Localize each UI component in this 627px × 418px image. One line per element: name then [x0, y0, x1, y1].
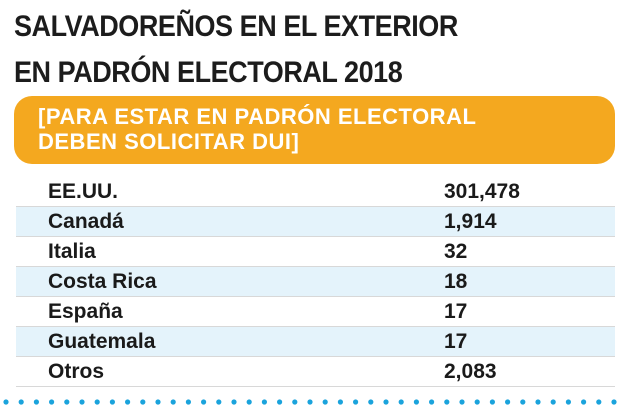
subtitle-banner: [PARA ESTAR EN PADRÓN ELECTORAL DEBEN SO…	[14, 96, 615, 164]
table-row: Guatemala 17	[16, 327, 615, 357]
country-label: Guatemala	[48, 330, 156, 353]
value-label: 17	[444, 330, 468, 353]
divider-dot	[489, 399, 495, 405]
divider-dot	[337, 399, 343, 405]
divider-dot	[18, 399, 24, 405]
divider-dot	[125, 399, 131, 405]
country-label: Canadá	[48, 210, 124, 233]
divider-dot	[33, 399, 40, 405]
divider-dot	[49, 399, 55, 405]
table-row: Canadá 1,914	[16, 207, 615, 237]
banner-line-1: [PARA ESTAR EN PADRÓN ELECTORAL	[38, 104, 477, 129]
divider-dot	[383, 399, 389, 405]
table-row: España 17	[16, 297, 615, 327]
table-row: Costa Rica 18	[16, 267, 615, 297]
banner-line-2: DEBEN SOLICITAR DUI]	[38, 129, 300, 154]
divider-dot	[185, 399, 191, 405]
divider-dot	[413, 399, 419, 405]
divider-dot	[261, 399, 267, 405]
divider-dot	[79, 399, 85, 405]
divider-dot	[611, 399, 617, 405]
divider-dot	[565, 399, 572, 405]
value-label: 32	[444, 240, 468, 263]
divider-dot	[307, 399, 313, 405]
divider-dot	[3, 399, 9, 405]
value-label: 301,478	[444, 180, 520, 203]
divider-dot	[520, 399, 526, 405]
country-label: Otros	[48, 360, 105, 383]
data-table: EE.UU. 301,478 Canadá 1,914 Italia 32 Costa Ri…	[16, 177, 615, 387]
divider-dot	[155, 399, 161, 405]
divider-dot	[596, 399, 602, 405]
divider-dot	[444, 399, 450, 405]
divider-dot	[64, 399, 70, 405]
divider-dot	[535, 399, 541, 405]
divider-dot	[231, 399, 237, 405]
country-label: Costa Rica	[48, 270, 157, 293]
divider-dot	[170, 399, 176, 405]
country-label: EE.UU.	[48, 180, 119, 203]
divider-dot	[140, 399, 146, 405]
divider-dot	[474, 399, 480, 405]
title-line-1: SALVADOREÑOS EN EL EXTERIOR	[14, 10, 458, 43]
divider-dot	[277, 399, 283, 405]
divider-dot	[201, 399, 207, 405]
value-label: 18	[444, 270, 468, 293]
dotted-divider	[3, 399, 617, 405]
divider-dot	[246, 399, 252, 405]
country-label: España	[48, 300, 123, 323]
divider-dot	[216, 399, 222, 405]
title-line-2: EN PADRÓN ELECTORAL 2018	[14, 56, 403, 89]
divider-dot	[94, 399, 100, 405]
value-label: 1,914	[444, 210, 497, 233]
table-row: Italia 32	[16, 237, 615, 267]
divider-dot	[322, 399, 328, 405]
divider-dot	[581, 399, 587, 405]
page-title: SALVADOREÑOS EN EL EXTERIOR EN PADRÓN EL…	[14, 4, 554, 96]
divider-dot	[550, 399, 556, 405]
divider-dot	[353, 399, 359, 405]
value-label: 2,083	[444, 360, 497, 383]
divider-dot	[109, 399, 115, 405]
divider-dot	[505, 399, 511, 405]
country-label: Italia	[48, 240, 96, 263]
divider-dot	[459, 399, 465, 405]
divider-dot	[398, 399, 404, 405]
divider-dot	[429, 399, 435, 405]
value-label: 17	[444, 300, 468, 323]
table-row: Otros 2,083	[16, 357, 615, 387]
table-row: EE.UU. 301,478	[16, 177, 615, 207]
divider-dot	[292, 399, 298, 405]
divider-dot	[368, 399, 374, 405]
